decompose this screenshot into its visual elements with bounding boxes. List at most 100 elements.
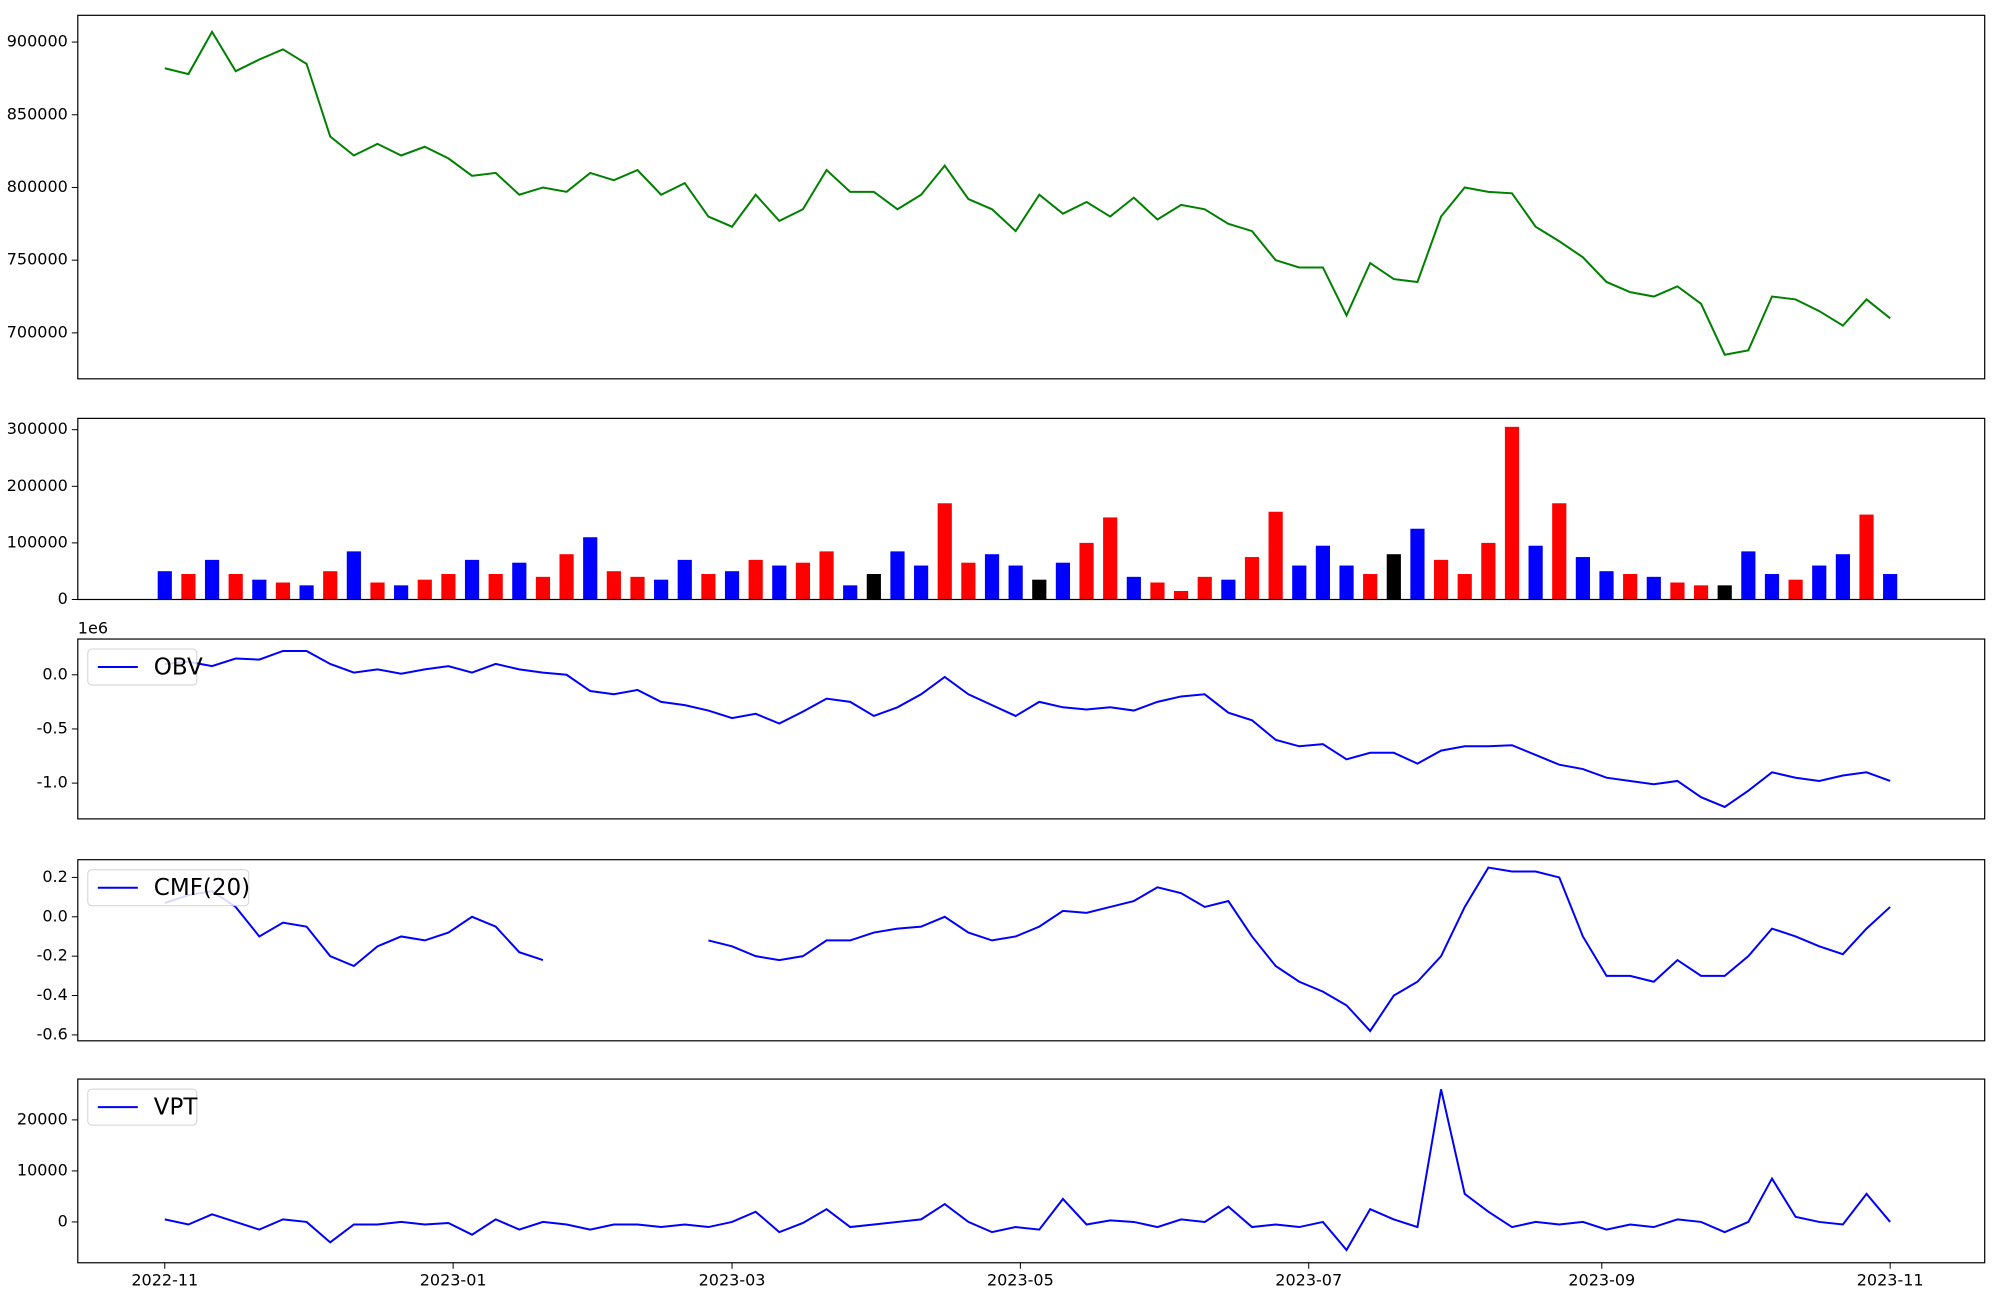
bar	[724, 571, 740, 600]
bar	[1646, 576, 1661, 600]
bar	[1788, 579, 1803, 600]
bar	[748, 559, 763, 600]
offset-text: 1e6	[78, 619, 108, 638]
bar	[1315, 545, 1330, 600]
bar	[204, 559, 220, 600]
bar	[1670, 582, 1685, 600]
bar	[819, 551, 834, 600]
bar	[1197, 576, 1212, 600]
bar	[441, 574, 456, 600]
y-tick-label: 0	[58, 1211, 68, 1230]
bar	[1693, 585, 1709, 600]
bar	[1835, 554, 1850, 600]
bar	[866, 574, 881, 600]
bar	[181, 574, 196, 600]
bar	[1339, 565, 1354, 600]
y-tick-label: 300000	[7, 419, 68, 438]
y-tick-label: 100000	[7, 532, 68, 551]
x-tick-label: 2023-11	[1857, 1270, 1924, 1289]
bar	[252, 579, 267, 600]
y-tick-label: 700000	[7, 322, 68, 341]
bar	[1764, 574, 1780, 600]
x-tick-label: 2023-07	[1275, 1270, 1342, 1289]
x-tick-label: 2023-05	[987, 1270, 1054, 1289]
y-tick-label: -1.0	[37, 773, 68, 792]
bar	[1504, 426, 1520, 600]
legend-box	[87, 1088, 198, 1126]
series-line	[164, 866, 1891, 1033]
y-tick-label: 0.0	[42, 906, 67, 925]
y-tick-label: 750000	[7, 250, 68, 269]
bar	[157, 571, 172, 600]
axes-frame	[77, 1078, 1986, 1264]
bar	[1410, 528, 1425, 600]
x-tick-label: 2022-11	[131, 1270, 198, 1289]
y-tick-label: 20000	[17, 1109, 68, 1128]
y-tick-label: 900000	[7, 32, 68, 51]
bar	[1174, 590, 1189, 600]
bar	[1741, 551, 1756, 600]
y-tick-label: -0.5	[37, 718, 68, 737]
bar	[1883, 574, 1898, 600]
x-tick-label: 2023-09	[1568, 1270, 1635, 1289]
bar	[346, 551, 361, 600]
bar	[228, 574, 243, 600]
bar	[630, 576, 645, 600]
bar	[1032, 579, 1047, 600]
bar	[1126, 576, 1141, 600]
bar	[1221, 579, 1236, 600]
y-tick-label: 10000	[17, 1160, 68, 1179]
legend-label: VPT	[154, 1095, 199, 1121]
bar	[937, 503, 952, 600]
bar	[1150, 582, 1165, 600]
bar	[701, 574, 716, 600]
bar	[559, 554, 574, 600]
y-tick-label: -0.6	[37, 1024, 68, 1043]
bar	[1103, 517, 1118, 600]
bar	[1457, 574, 1472, 600]
bar	[417, 579, 432, 600]
bar	[1433, 559, 1449, 600]
bar	[772, 565, 787, 600]
bar	[1008, 565, 1023, 600]
bar	[1055, 562, 1071, 600]
legend-label: CMF(20)	[154, 875, 250, 901]
x-tick-label: 2023-01	[420, 1270, 487, 1289]
bar	[1623, 574, 1638, 600]
bar	[795, 562, 811, 600]
bar	[535, 576, 551, 600]
bar	[1812, 565, 1827, 600]
bar	[984, 554, 1000, 600]
bar	[275, 582, 291, 600]
bar	[323, 571, 338, 600]
bar	[654, 579, 669, 600]
y-tick-label: 800000	[7, 177, 68, 196]
bar	[512, 562, 527, 600]
bar	[1717, 585, 1732, 600]
x-tick-label: 2023-03	[699, 1270, 766, 1289]
y-tick-label: 0.0	[42, 664, 67, 683]
bar	[488, 574, 503, 600]
bar	[1528, 545, 1543, 600]
bar	[370, 582, 385, 600]
bar	[1244, 557, 1260, 600]
bar	[583, 537, 598, 600]
y-tick-label: 0.2	[42, 867, 67, 886]
axes-frame	[77, 638, 1986, 820]
bar	[1859, 514, 1874, 600]
bar	[1599, 571, 1614, 600]
legend-box	[87, 648, 198, 686]
y-tick-label: 850000	[7, 104, 68, 123]
axes-frame	[77, 859, 1986, 1042]
bar	[890, 551, 905, 600]
legend-box	[87, 869, 250, 907]
bar	[1552, 503, 1567, 600]
y-tick-label: 0	[58, 589, 68, 608]
axes-frame	[77, 14, 1986, 380]
bar	[1268, 511, 1283, 600]
bar	[606, 571, 621, 600]
series-line	[164, 649, 1891, 809]
bar	[1079, 542, 1094, 600]
bar	[1575, 557, 1590, 600]
